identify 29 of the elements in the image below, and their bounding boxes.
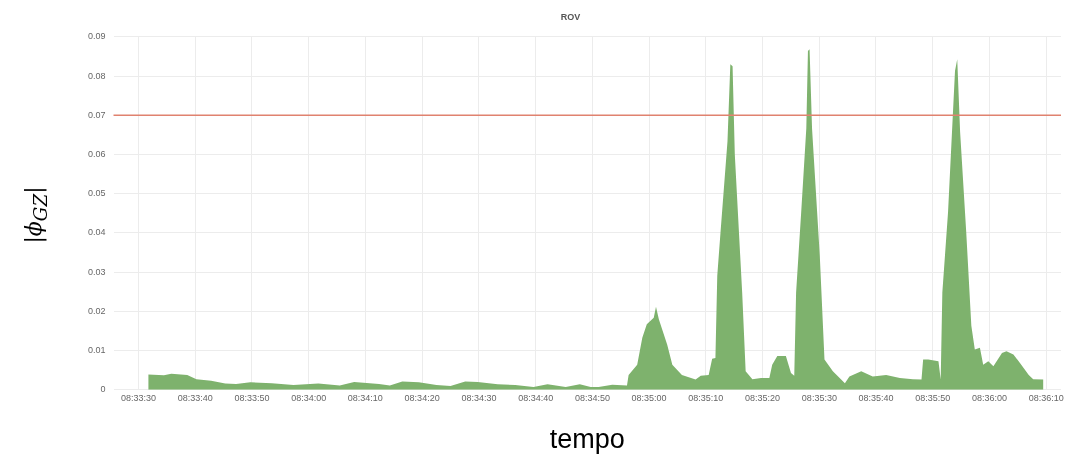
y-tick-label: 0.03 <box>87 266 106 277</box>
y-tick-label: 0.01 <box>87 345 106 356</box>
y-tick-label: 0.07 <box>87 109 106 120</box>
x-tick-label: 08:34:50 <box>574 392 610 403</box>
x-tick-label: 08:36:00 <box>971 392 1008 403</box>
y-tick-label: 0 <box>100 384 106 395</box>
x-tick-label: 08:34:20 <box>404 392 440 403</box>
x-tick-label: 08:35:00 <box>631 392 667 403</box>
x-tick-label: 08:35:10 <box>688 392 724 403</box>
x-tick-label: 08:35:40 <box>858 392 894 403</box>
x-tick-label: 08:35:30 <box>801 392 837 403</box>
chart-title: ROV <box>560 11 581 22</box>
x-tick-label: 08:33:30 <box>120 392 156 403</box>
x-tick-label: 08:33:50 <box>234 392 270 403</box>
y-tick-label: 0.09 <box>87 31 106 42</box>
y-tick-label: 0.04 <box>87 227 106 238</box>
x-axis-title: tempo <box>549 424 625 455</box>
x-tick-label: 08:34:00 <box>291 392 327 403</box>
x-tick-label: 08:34:30 <box>461 392 497 403</box>
y-tick-label: 0.06 <box>87 148 106 159</box>
y-tick-label: 0.02 <box>87 305 106 316</box>
y-tick-label: 0.05 <box>87 188 106 199</box>
x-tick-label: 08:35:50 <box>915 392 951 403</box>
x-tick-label: 08:35:20 <box>745 392 781 403</box>
x-tick-label: 08:34:40 <box>518 392 554 403</box>
x-tick-label: 08:34:10 <box>347 392 383 403</box>
x-tick-label: 08:36:10 <box>1028 392 1064 403</box>
x-tick-label: 08:33:40 <box>177 392 213 403</box>
y-tick-label: 0.08 <box>87 70 106 81</box>
